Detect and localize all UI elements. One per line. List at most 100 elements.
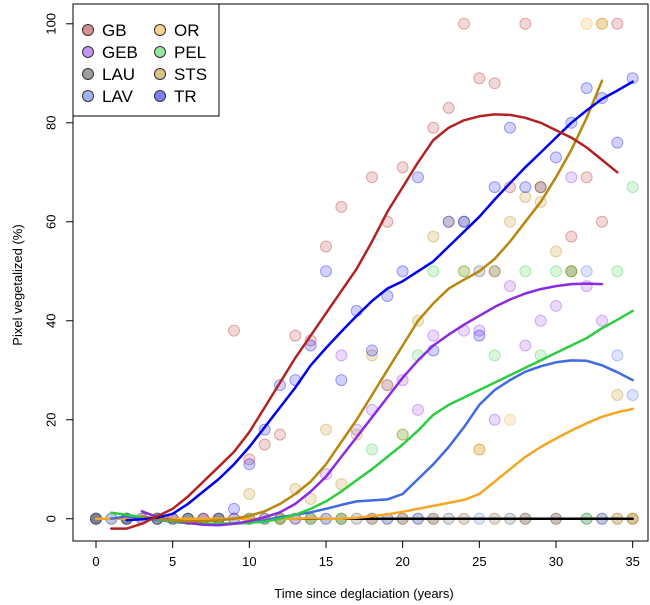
point-gb <box>366 171 378 184</box>
point-or <box>596 17 608 30</box>
point-sts <box>473 443 486 456</box>
x-tick-label: 10 <box>242 554 256 569</box>
point-gb <box>473 72 486 85</box>
point-sts <box>243 487 256 500</box>
point-pel <box>550 265 562 278</box>
y-tick-label: 100 <box>43 13 58 35</box>
legend-label-geb: GEB <box>102 43 138 62</box>
point-gb <box>580 171 593 184</box>
point-gb <box>228 324 240 337</box>
x-tick-label: 20 <box>395 554 409 569</box>
point-geb <box>412 403 424 416</box>
point-pel <box>626 181 639 194</box>
point-sts <box>335 478 348 491</box>
legend-marker-geb <box>82 46 94 58</box>
legend-marker-lau <box>82 68 94 80</box>
legend: GB GEB LAU LAV OR PEL STS TR <box>72 3 220 117</box>
x-tick-label: 0 <box>92 554 99 569</box>
point-pel <box>611 265 624 278</box>
point-gb <box>427 121 440 134</box>
point-sts <box>427 230 440 243</box>
point-tr <box>243 458 256 471</box>
y-tick-label: 80 <box>43 116 58 130</box>
legend-label-or: OR <box>174 21 200 40</box>
point-gb <box>320 240 332 253</box>
point-geb <box>519 339 532 352</box>
point-geb <box>335 349 348 362</box>
point-tr <box>335 374 348 387</box>
point-tr <box>228 502 240 515</box>
x-tick-label: 5 <box>169 554 176 569</box>
y-tick-label: 40 <box>43 314 58 328</box>
point-tr <box>473 329 486 342</box>
point-geb <box>427 329 440 342</box>
point-tr <box>381 290 394 303</box>
point-pel <box>458 265 470 278</box>
point-pel <box>366 443 378 456</box>
point-lav <box>611 349 624 362</box>
x-tick-label: 30 <box>549 554 563 569</box>
legend-marker-pel <box>154 46 166 58</box>
point-gb <box>565 230 578 243</box>
point-sts <box>550 245 562 258</box>
point-geb <box>473 324 486 337</box>
point-sts <box>320 423 332 436</box>
point-lav <box>580 265 593 278</box>
point-or <box>504 413 516 426</box>
point-sts <box>519 191 532 204</box>
point-gb <box>335 200 348 213</box>
curve-gb <box>110 113 619 530</box>
point-lau <box>565 265 578 278</box>
point-geb <box>550 299 562 312</box>
point-tr <box>458 215 470 228</box>
point-gb <box>258 438 271 451</box>
point-sts <box>458 265 470 278</box>
point-gb <box>243 453 256 466</box>
point-sts <box>565 265 578 278</box>
point-gb <box>534 181 547 194</box>
point-tr <box>550 151 562 164</box>
legend-label-lav: LAV <box>102 87 134 106</box>
point-gb <box>596 215 608 228</box>
point-tr <box>366 344 378 357</box>
point-sts <box>366 349 378 362</box>
point-lau <box>534 181 547 194</box>
legend-label-gb: GB <box>102 21 127 40</box>
point-tr <box>488 181 501 194</box>
x-axis-title: Time since deglaciation (years) <box>274 586 453 601</box>
point-lav <box>626 388 639 401</box>
point-pel <box>565 265 578 278</box>
curve-sts <box>140 79 604 523</box>
point-geb <box>565 171 578 184</box>
point-tr <box>611 136 624 149</box>
point-or <box>580 17 593 30</box>
point-sts <box>488 265 501 278</box>
curve-geb <box>140 282 604 527</box>
point-sts <box>442 215 455 228</box>
curve-or <box>94 407 634 520</box>
y-tick-label: 0 <box>43 515 58 522</box>
point-pel <box>488 349 501 362</box>
point-sts <box>304 492 317 505</box>
x-tick-label: 25 <box>472 554 486 569</box>
point-tr <box>519 181 532 194</box>
point-sts <box>396 428 409 441</box>
point-tr <box>580 82 593 95</box>
point-gb <box>519 17 532 30</box>
smoothed-curves <box>94 79 634 530</box>
point-tr <box>626 72 639 85</box>
point-lau <box>488 265 501 278</box>
legend-label-lau: LAU <box>102 65 135 84</box>
x-axis: 0 5 10 15 20 25 30 35 <box>92 541 640 569</box>
point-tr <box>442 215 455 228</box>
legend-marker-sts <box>154 68 166 80</box>
y-tick-label: 20 <box>43 413 58 427</box>
x-tick-label: 15 <box>319 554 333 569</box>
point-sts <box>504 215 516 228</box>
legend-marker-tr <box>154 90 166 102</box>
legend-marker-lav <box>82 90 94 102</box>
point-tr <box>412 171 424 184</box>
point-gb <box>274 428 286 441</box>
legend-label-sts: STS <box>174 65 207 84</box>
